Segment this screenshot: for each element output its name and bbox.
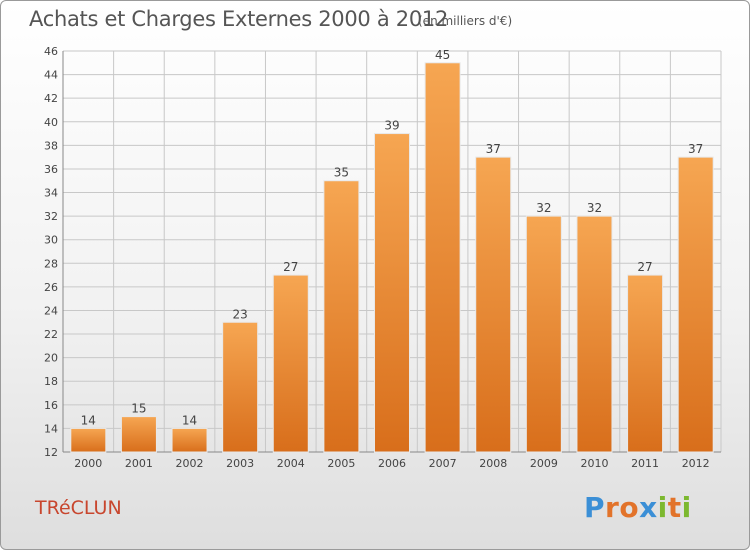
value-label: 23 (233, 307, 248, 321)
y-tick-label: 30 (44, 234, 58, 247)
value-label: 14 (182, 413, 197, 427)
logo-letter: t (667, 491, 682, 524)
bar (222, 321, 259, 453)
value-label: 37 (486, 142, 501, 156)
value-label: 39 (384, 119, 399, 133)
logo-letter: r (605, 491, 620, 524)
x-tick-label: 2009 (530, 457, 558, 470)
bar (677, 156, 714, 453)
value-label: 14 (81, 413, 96, 427)
y-tick-label: 38 (44, 139, 58, 152)
logo-letter: P (584, 491, 606, 524)
bar (525, 215, 562, 453)
y-tick-label: 14 (44, 422, 58, 435)
city-name: TRéCLUN (35, 497, 122, 519)
y-tick-label: 20 (44, 352, 58, 365)
bar (323, 180, 360, 453)
value-label: 45 (435, 48, 450, 62)
bars (70, 62, 714, 453)
chart-title: Achats et Charges Externes 2000 à 2012 (29, 7, 449, 31)
y-tick-label: 32 (44, 210, 58, 223)
bar (475, 156, 512, 453)
value-label: 15 (131, 402, 146, 416)
x-tick-label: 2001 (125, 457, 153, 470)
y-tick-label: 12 (44, 446, 58, 459)
labels: 12 14 16 18 20 22 24 26 28 30 32 34 36 38 40 42 44 46 14 20… (44, 45, 710, 470)
logo-letter: i (657, 491, 668, 524)
bar (576, 215, 613, 453)
bar (627, 274, 664, 453)
x-tick-label: 2008 (479, 457, 507, 470)
logo-letter: x (639, 491, 658, 524)
proxiti-logo: Proxiti (584, 491, 692, 524)
y-tick-label: 42 (44, 92, 58, 105)
y-tick-label: 28 (44, 257, 58, 270)
bar (374, 133, 410, 453)
x-tick-label: 2012 (682, 457, 710, 470)
y-tick-label: 16 (44, 399, 58, 412)
bar (171, 427, 208, 453)
value-label: 37 (688, 142, 703, 156)
x-tick-label: 2005 (327, 457, 355, 470)
logo-letter: i (681, 491, 692, 524)
y-tick-label: 34 (44, 187, 58, 200)
x-tick-label: 2007 (429, 457, 457, 470)
bar (424, 62, 461, 453)
x-tick-label: 2002 (176, 457, 204, 470)
chart-subtitle: (en milliers d'€) (418, 14, 513, 28)
bar (272, 274, 309, 453)
value-label: 35 (334, 166, 349, 180)
y-tick-label: 24 (44, 304, 58, 317)
x-tick-label: 2000 (74, 457, 102, 470)
y-tick-label: 26 (44, 281, 58, 294)
y-tick-label: 46 (44, 45, 58, 58)
y-tick-label: 22 (44, 328, 58, 341)
value-label: 32 (536, 201, 551, 215)
y-tick-label: 36 (44, 163, 58, 176)
logo-letter: o (619, 491, 640, 524)
value-label: 27 (637, 260, 652, 274)
bar (120, 416, 157, 453)
y-tick-label: 44 (44, 69, 58, 82)
x-tick-label: 2011 (631, 457, 659, 470)
y-tick-label: 40 (44, 116, 58, 129)
x-tick-label: 2010 (580, 457, 608, 470)
bar (70, 427, 107, 453)
value-label: 32 (587, 201, 602, 215)
y-tick-label: 18 (44, 375, 58, 388)
x-tick-label: 2004 (277, 457, 305, 470)
value-label: 27 (283, 260, 298, 274)
x-tick-label: 2006 (378, 457, 406, 470)
x-tick-label: 2003 (226, 457, 254, 470)
